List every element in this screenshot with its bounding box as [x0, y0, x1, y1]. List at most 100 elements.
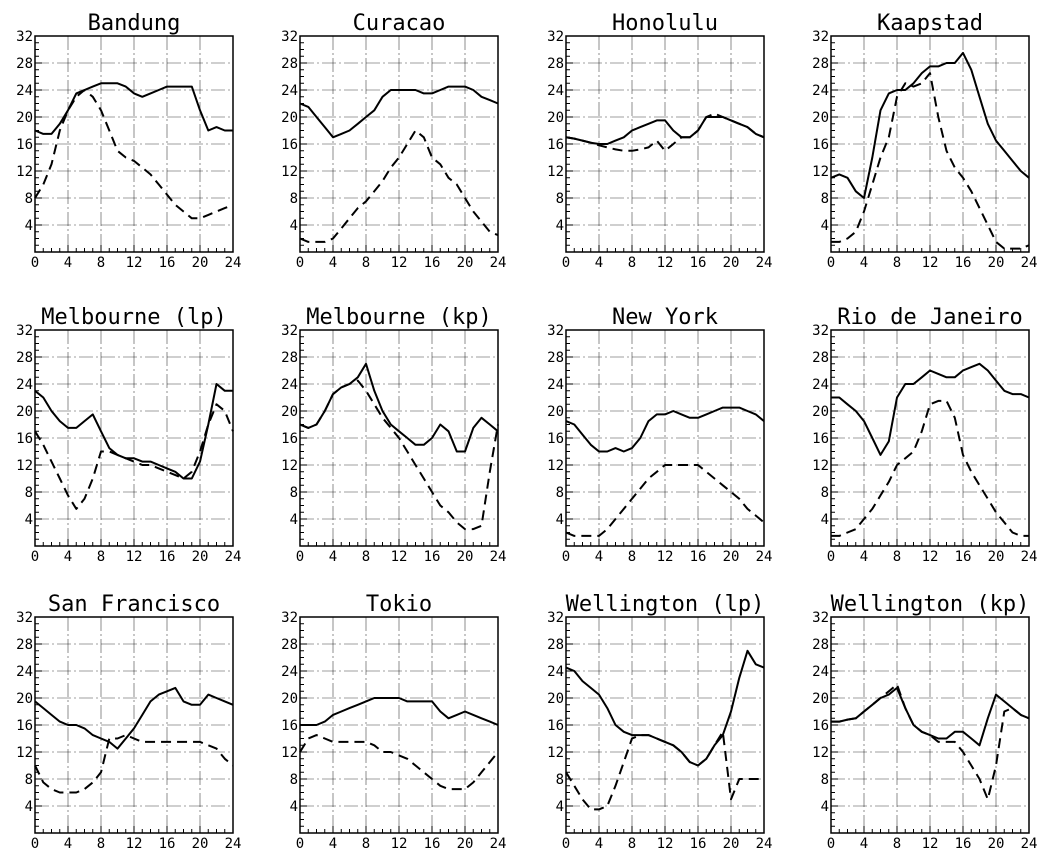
- y-tick-label: 24: [281, 664, 298, 680]
- chart-panel: Wellington (kp) 0 4 8 12 16 20 24 4 8 12 16 20 24 28 32: [812, 592, 1037, 852]
- x-tick-label: 4: [64, 549, 72, 565]
- y-tick-label: 32: [281, 323, 298, 339]
- y-tick-label: 16: [812, 718, 829, 734]
- y-tick-label: 12: [16, 164, 33, 180]
- dashed-series-line: [299, 129, 499, 243]
- y-tick-label: 24: [812, 83, 829, 99]
- y-tick-label: 12: [281, 458, 298, 474]
- x-tick-label: 0: [562, 549, 570, 565]
- y-tick-label: 16: [16, 137, 33, 153]
- x-tick-label: 20: [192, 836, 209, 852]
- y-tick-label: 4: [821, 512, 829, 528]
- y-tick-label: 8: [290, 191, 298, 207]
- y-tick-label: 32: [281, 610, 298, 626]
- x-tick-label: 24: [756, 255, 773, 271]
- chart-panel: New York 0 4 8 12 16 20 24 4 8 12 16 20 24 28 32: [547, 305, 772, 565]
- chart-panel: Wellington (lp) 0 4 8 12 16 20 24 4 8 12 16 20 24 28 32: [547, 592, 772, 852]
- y-tick-label: 8: [290, 772, 298, 788]
- solid-series-line: [34, 383, 233, 480]
- chart-title: New York: [612, 305, 718, 330]
- y-tick-label: 20: [281, 691, 298, 707]
- y-tick-label: 24: [812, 664, 829, 680]
- y-tick-label: 28: [812, 350, 829, 366]
- chart-panel: Rio de Janeiro 0 4 8 12 16 20 24 4 8 12 16 20 24 28 32: [812, 305, 1037, 565]
- x-tick-label: 24: [225, 836, 242, 852]
- y-tick-label: 8: [25, 485, 33, 501]
- chart-title: Kaapstad: [877, 11, 983, 36]
- x-tick-label: 16: [690, 836, 707, 852]
- x-tick-label: 12: [922, 836, 939, 852]
- chart-panel: Melbourne (kp) 0 4 8 12 16 20 24 4 8 12 16 20 24 28 32: [281, 305, 506, 565]
- x-tick-label: 4: [860, 836, 868, 852]
- plot-frame: [34, 35, 234, 253]
- x-tick-label: 4: [329, 549, 337, 565]
- y-tick-label: 24: [281, 377, 298, 393]
- x-tick-label: 0: [31, 836, 39, 852]
- solid-series-line: [299, 85, 499, 139]
- x-tick-label: 12: [391, 549, 408, 565]
- chart-title: Melbourne (kp): [306, 305, 491, 330]
- x-tick-label: 24: [1021, 549, 1038, 565]
- y-tick-label: 4: [821, 218, 829, 234]
- dashed-series-line: [299, 734, 499, 791]
- y-tick-label: 8: [821, 772, 829, 788]
- y-tick-label: 32: [547, 323, 564, 339]
- y-tick-label: 28: [281, 56, 298, 72]
- x-tick-label: 8: [362, 836, 370, 852]
- y-tick-label: 32: [16, 323, 33, 339]
- y-tick-label: 28: [547, 637, 564, 653]
- dashed-series-line: [34, 403, 234, 510]
- x-tick-label: 0: [827, 255, 835, 271]
- chart-title: Wellington (kp): [831, 592, 1030, 617]
- y-tick-label: 16: [547, 718, 564, 734]
- x-tick-label: 4: [329, 836, 337, 852]
- y-tick-label: 20: [16, 110, 33, 126]
- x-tick-label: 16: [955, 836, 972, 852]
- x-tick-label: 0: [31, 255, 39, 271]
- x-tick-label: 12: [922, 549, 939, 565]
- x-tick-label: 8: [893, 836, 901, 852]
- chart-title: San Francisco: [48, 592, 220, 617]
- x-tick-label: 24: [225, 255, 242, 271]
- x-tick-label: 16: [955, 549, 972, 565]
- dashed-series-line: [565, 730, 764, 811]
- x-tick-label: 12: [126, 549, 143, 565]
- y-tick-label: 28: [812, 56, 829, 72]
- y-tick-label: 4: [25, 799, 33, 815]
- y-tick-label: 8: [556, 772, 564, 788]
- y-tick-label: 16: [812, 137, 829, 153]
- dashed-series-line: [565, 464, 765, 537]
- x-tick-label: 24: [490, 836, 507, 852]
- y-tick-label: 28: [547, 350, 564, 366]
- x-tick-label: 20: [988, 255, 1005, 271]
- y-tick-label: 12: [16, 745, 33, 761]
- x-tick-label: 8: [628, 255, 636, 271]
- x-tick-label: 12: [391, 836, 408, 852]
- x-tick-label: 4: [329, 255, 337, 271]
- x-tick-label: 8: [628, 549, 636, 565]
- chart-panel: Kaapstad 0 4 8 12 16 20 24 4 8 12 16 20 24 28 32: [812, 11, 1037, 271]
- dashed-series-line: [34, 89, 234, 220]
- y-tick-label: 8: [556, 191, 564, 207]
- y-tick-label: 12: [812, 458, 829, 474]
- y-tick-label: 16: [281, 718, 298, 734]
- x-tick-label: 4: [860, 549, 868, 565]
- x-tick-label: 16: [159, 255, 176, 271]
- y-tick-label: 24: [547, 377, 564, 393]
- y-tick-label: 4: [25, 512, 33, 528]
- x-tick-label: 12: [657, 836, 674, 852]
- x-tick-label: 0: [296, 836, 304, 852]
- x-tick-label: 8: [362, 255, 370, 271]
- chart-panel: Curacao 0 4 8 12 16 20 24 4 8 12 16 20 24 28 32: [281, 11, 506, 271]
- chart-title: Curacao: [353, 11, 446, 36]
- chart-title: Honolulu: [612, 11, 718, 36]
- chart-title: Tokio: [366, 592, 432, 617]
- x-tick-label: 24: [756, 549, 773, 565]
- y-tick-label: 16: [547, 431, 564, 447]
- y-tick-label: 24: [281, 83, 298, 99]
- y-tick-label: 8: [821, 191, 829, 207]
- solid-series-line: [565, 406, 765, 453]
- chart-panel: Melbourne (lp) 0 4 8 12 16 20 24 4 8 12 16 20 24 28 32: [16, 305, 241, 565]
- x-tick-label: 0: [296, 255, 304, 271]
- y-tick-label: 16: [16, 718, 33, 734]
